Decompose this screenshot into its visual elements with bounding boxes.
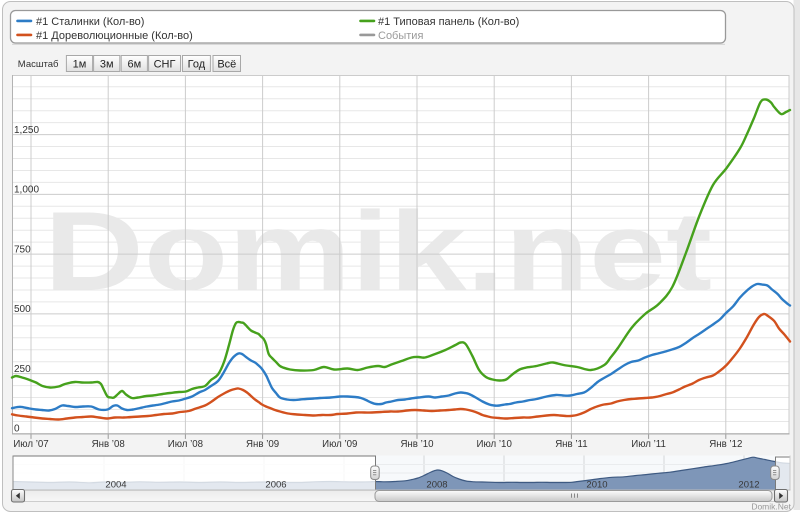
svg-text:2006: 2006 [265, 479, 286, 490]
svg-text:Янв ’08: Янв ’08 [92, 439, 125, 450]
svg-text:СНГ: СНГ [154, 59, 176, 71]
svg-text:6м: 6м [127, 59, 141, 71]
svg-text:Год: Год [188, 59, 206, 71]
svg-text:Июл ’09: Июл ’09 [322, 439, 357, 450]
svg-text:Янв ’10: Янв ’10 [400, 439, 434, 450]
svg-text:2004: 2004 [105, 479, 126, 490]
svg-text:#1 Типовая панель (Кол-во): #1 Типовая панель (Кол-во) [378, 16, 519, 28]
svg-text:750: 750 [14, 244, 31, 255]
svg-text:Масштаб: Масштаб [18, 59, 59, 70]
svg-text:Июл ’10: Июл ’10 [477, 439, 513, 450]
svg-text:Domik.net: Domik.net [44, 189, 712, 314]
svg-text:#1 Дореволюционные (Кол-во): #1 Дореволюционные (Кол-во) [36, 30, 193, 42]
svg-text:2012: 2012 [738, 479, 759, 490]
svg-text:Янв ’11: Янв ’11 [555, 439, 587, 450]
svg-text:500: 500 [14, 304, 31, 315]
svg-text:#1 Сталинки (Кол-во): #1 Сталинки (Кол-во) [36, 16, 144, 28]
svg-text:Янв ’09: Янв ’09 [246, 439, 279, 450]
svg-text:0: 0 [14, 424, 20, 435]
svg-text:Июл ’07: Июл ’07 [13, 439, 48, 450]
svg-text:Domik.Net: Domik.Net [751, 502, 791, 512]
svg-text:1,250: 1,250 [14, 125, 39, 136]
svg-text:1м: 1м [73, 59, 87, 71]
svg-text:Янв ’12: Янв ’12 [709, 439, 742, 450]
svg-text:Всё: Всё [217, 59, 236, 71]
svg-text:Июл ’11: Июл ’11 [631, 439, 666, 450]
svg-text:2008: 2008 [426, 479, 447, 490]
svg-text:250: 250 [14, 364, 31, 375]
svg-text:События: События [378, 30, 423, 42]
svg-text:3м: 3м [100, 59, 114, 71]
svg-text:Июл ’08: Июл ’08 [168, 439, 203, 450]
svg-text:2010: 2010 [586, 479, 607, 490]
svg-text:1,000: 1,000 [14, 185, 39, 196]
